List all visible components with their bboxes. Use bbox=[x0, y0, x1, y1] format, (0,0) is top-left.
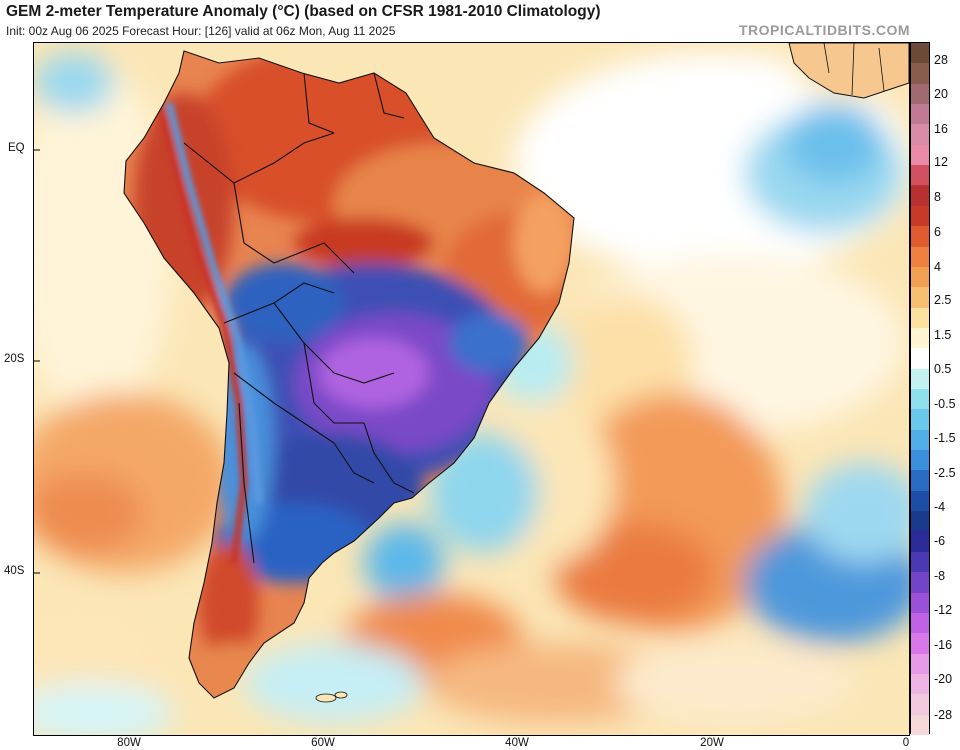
colorbar-segment bbox=[911, 572, 929, 594]
colorbar-label: 8 bbox=[934, 190, 941, 204]
colorbar-label: 0.5 bbox=[934, 362, 952, 376]
colorbar-segment bbox=[911, 348, 929, 370]
colorbar-segment bbox=[911, 653, 929, 675]
colorbar-label: 28 bbox=[934, 53, 948, 67]
colorbar-label: 20 bbox=[934, 87, 948, 101]
colorbar-segment bbox=[911, 511, 929, 532]
africa-coast bbox=[788, 43, 909, 99]
colorbar-label: -16 bbox=[934, 638, 953, 652]
colorbar-segment bbox=[911, 144, 929, 166]
colorbar-segment bbox=[911, 246, 929, 268]
lon-label-0: 0 bbox=[902, 737, 910, 749]
colorbar-label: -28 bbox=[934, 708, 953, 722]
colorbar-segment bbox=[911, 266, 929, 288]
colorbar-segment bbox=[911, 104, 929, 125]
ocean-anomaly-field bbox=[34, 48, 909, 735]
colorbar-segment bbox=[911, 287, 929, 309]
colorbar bbox=[910, 42, 930, 736]
lon-label-80w: 80W bbox=[117, 737, 141, 749]
colorbar-label: -6 bbox=[934, 534, 946, 548]
colorbar-label: -4 bbox=[934, 500, 946, 514]
colorbar-segment bbox=[911, 409, 929, 431]
lon-label-40w: 40W bbox=[505, 737, 529, 749]
colorbar-label: -12 bbox=[934, 603, 953, 617]
lat-ticks bbox=[34, 149, 40, 574]
colorbar-segment bbox=[911, 612, 929, 634]
map-title: GEM 2-meter Temperature Anomaly (°C) (ba… bbox=[6, 3, 601, 20]
colorbar-segment bbox=[911, 714, 929, 736]
colorbar-label: -2.5 bbox=[934, 466, 956, 480]
colorbar-segment bbox=[911, 124, 929, 146]
colorbar-segment bbox=[911, 531, 929, 553]
colorbar-segment bbox=[911, 470, 929, 492]
lat-label-40s: 40S bbox=[4, 565, 25, 577]
colorbar-segment bbox=[911, 226, 929, 248]
lat-label-eq: EQ bbox=[8, 142, 25, 154]
colorbar-segment bbox=[911, 205, 929, 227]
colorbar-segment bbox=[911, 63, 929, 85]
colorbar-label: 2.5 bbox=[934, 293, 952, 307]
colorbar-label: 6 bbox=[934, 225, 941, 239]
colorbar-segment bbox=[911, 307, 929, 329]
colorbar-label: 16 bbox=[934, 122, 948, 136]
colorbar-label: -1.5 bbox=[934, 431, 956, 445]
colorbar-segment bbox=[911, 551, 929, 573]
country-borders bbox=[123, 50, 575, 699]
colorbar-segment bbox=[911, 490, 929, 512]
colorbar-segment bbox=[911, 327, 929, 349]
colorbar-label: -8 bbox=[934, 569, 946, 583]
falkland-islands bbox=[315, 691, 348, 703]
colorbar-segment bbox=[911, 673, 929, 695]
colorbar-segment bbox=[911, 389, 929, 410]
colorbar-label: -20 bbox=[934, 672, 953, 686]
colorbar-segment bbox=[911, 694, 929, 716]
lon-label-60w: 60W bbox=[311, 737, 335, 749]
colorbar-segment bbox=[911, 43, 929, 64]
colorbar-segment bbox=[911, 185, 929, 207]
lat-label-20s: 20S bbox=[4, 353, 25, 365]
colorbar-segment bbox=[911, 83, 929, 105]
colorbar-label: 12 bbox=[934, 155, 948, 169]
lon-label-20w: 20W bbox=[700, 737, 724, 749]
colorbar-label: -0.5 bbox=[934, 397, 956, 411]
colorbar-label: 1.5 bbox=[934, 328, 952, 342]
colorbar-segment bbox=[911, 450, 929, 471]
colorbar-segment bbox=[911, 165, 929, 186]
colorbar-label: 4 bbox=[934, 260, 941, 274]
colorbar-segment bbox=[911, 429, 929, 451]
forecast-info: Init: 00z Aug 06 2025 Forecast Hour: [12… bbox=[6, 24, 396, 38]
colorbar-segment bbox=[911, 633, 929, 655]
anomaly-map bbox=[33, 42, 910, 736]
brand-watermark: TROPICALTIDBITS.COM bbox=[738, 22, 910, 38]
colorbar-segment bbox=[911, 592, 929, 614]
colorbar-segment bbox=[911, 368, 929, 390]
